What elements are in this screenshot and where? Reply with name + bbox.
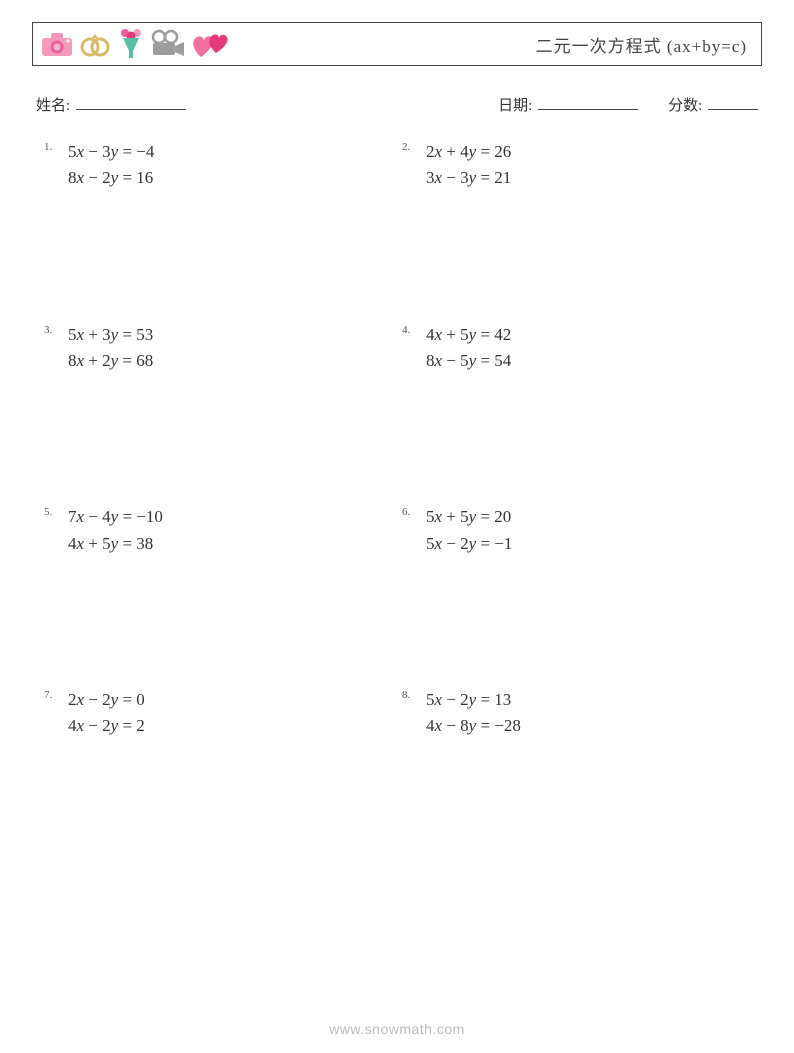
problem-8: 8. 5x − 2y = 13 4x − 8y = −28 [402,687,750,740]
score-underline [708,96,758,110]
equation-line: 2x − 2y = 0 [68,687,145,713]
problem-number: 8. [402,687,426,701]
problem-number: 6. [402,504,426,518]
problem-number: 7. [44,687,68,701]
problem-number: 4. [402,322,426,336]
equation-line: 4x + 5y = 42 [426,322,511,348]
date-underline [538,96,638,110]
problem-equations: 4x + 5y = 42 8x − 5y = 54 [426,322,511,375]
equation-line: 8x − 5y = 54 [426,348,511,374]
problem-equations: 2x − 2y = 0 4x − 2y = 2 [68,687,145,740]
camera-icon [39,28,75,60]
equation-line: 3x − 3y = 21 [426,165,511,191]
equation-line: 4x + 5y = 38 [68,531,163,557]
equation-line: 5x + 5y = 20 [426,504,512,530]
date-field: 日期: [498,94,638,115]
equation-line: 7x − 4y = −10 [68,504,163,530]
equation-line: 4x − 8y = −28 [426,713,521,739]
problem-equations: 5x − 2y = 13 4x − 8y = −28 [426,687,521,740]
info-row: 姓名: 日期: 分数: [32,94,762,115]
problem-equations: 2x + 4y = 26 3x − 3y = 21 [426,139,511,192]
equation-line: 5x − 2y = −1 [426,531,512,557]
problem-number: 1. [44,139,68,153]
problem-4: 4. 4x + 5y = 42 8x − 5y = 54 [402,322,750,375]
footer-url: www.snowmath.com [0,1021,794,1037]
name-field: 姓名: [36,94,186,115]
bouquet-icon [115,27,147,61]
equation-line: 5x − 3y = −4 [68,139,154,165]
equation-line: 2x + 4y = 26 [426,139,511,165]
problem-2: 2. 2x + 4y = 26 3x − 3y = 21 [402,139,750,192]
problem-equations: 5x − 3y = −4 8x − 2y = 16 [68,139,154,192]
movie-camera-icon [149,28,187,60]
equation-line: 5x − 2y = 13 [426,687,521,713]
header-box: 二元一次方程式 (ax+by=c) [32,22,762,66]
problem-number: 2. [402,139,426,153]
problem-1: 1. 5x − 3y = −4 8x − 2y = 16 [44,139,392,192]
problem-number: 5. [44,504,68,518]
problem-6: 6. 5x + 5y = 20 5x − 2y = −1 [402,504,750,557]
problem-equations: 7x − 4y = −10 4x + 5y = 38 [68,504,163,557]
problem-equations: 5x + 5y = 20 5x − 2y = −1 [426,504,512,557]
equation-line: 8x − 2y = 16 [68,165,154,191]
worksheet-title: 二元一次方程式 (ax+by=c) [536,32,747,57]
header-icons [39,27,229,61]
name-underline [76,96,186,110]
problems-grid: 1. 5x − 3y = −4 8x − 2y = 16 2. 2x + 4y … [32,139,762,740]
score-label: 分数: [668,98,702,114]
score-field: 分数: [668,94,758,115]
hearts-icon [189,27,229,61]
problem-number: 3. [44,322,68,336]
problem-equations: 5x + 3y = 53 8x + 2y = 68 [68,322,153,375]
equation-line: 8x + 2y = 68 [68,348,153,374]
name-label: 姓名: [36,98,70,114]
date-label: 日期: [498,98,532,114]
problem-7: 7. 2x − 2y = 0 4x − 2y = 2 [44,687,392,740]
problem-5: 5. 7x − 4y = −10 4x + 5y = 38 [44,504,392,557]
equation-line: 4x − 2y = 2 [68,713,145,739]
problem-3: 3. 5x + 3y = 53 8x + 2y = 68 [44,322,392,375]
equation-line: 5x + 3y = 53 [68,322,153,348]
rings-icon [77,28,113,60]
